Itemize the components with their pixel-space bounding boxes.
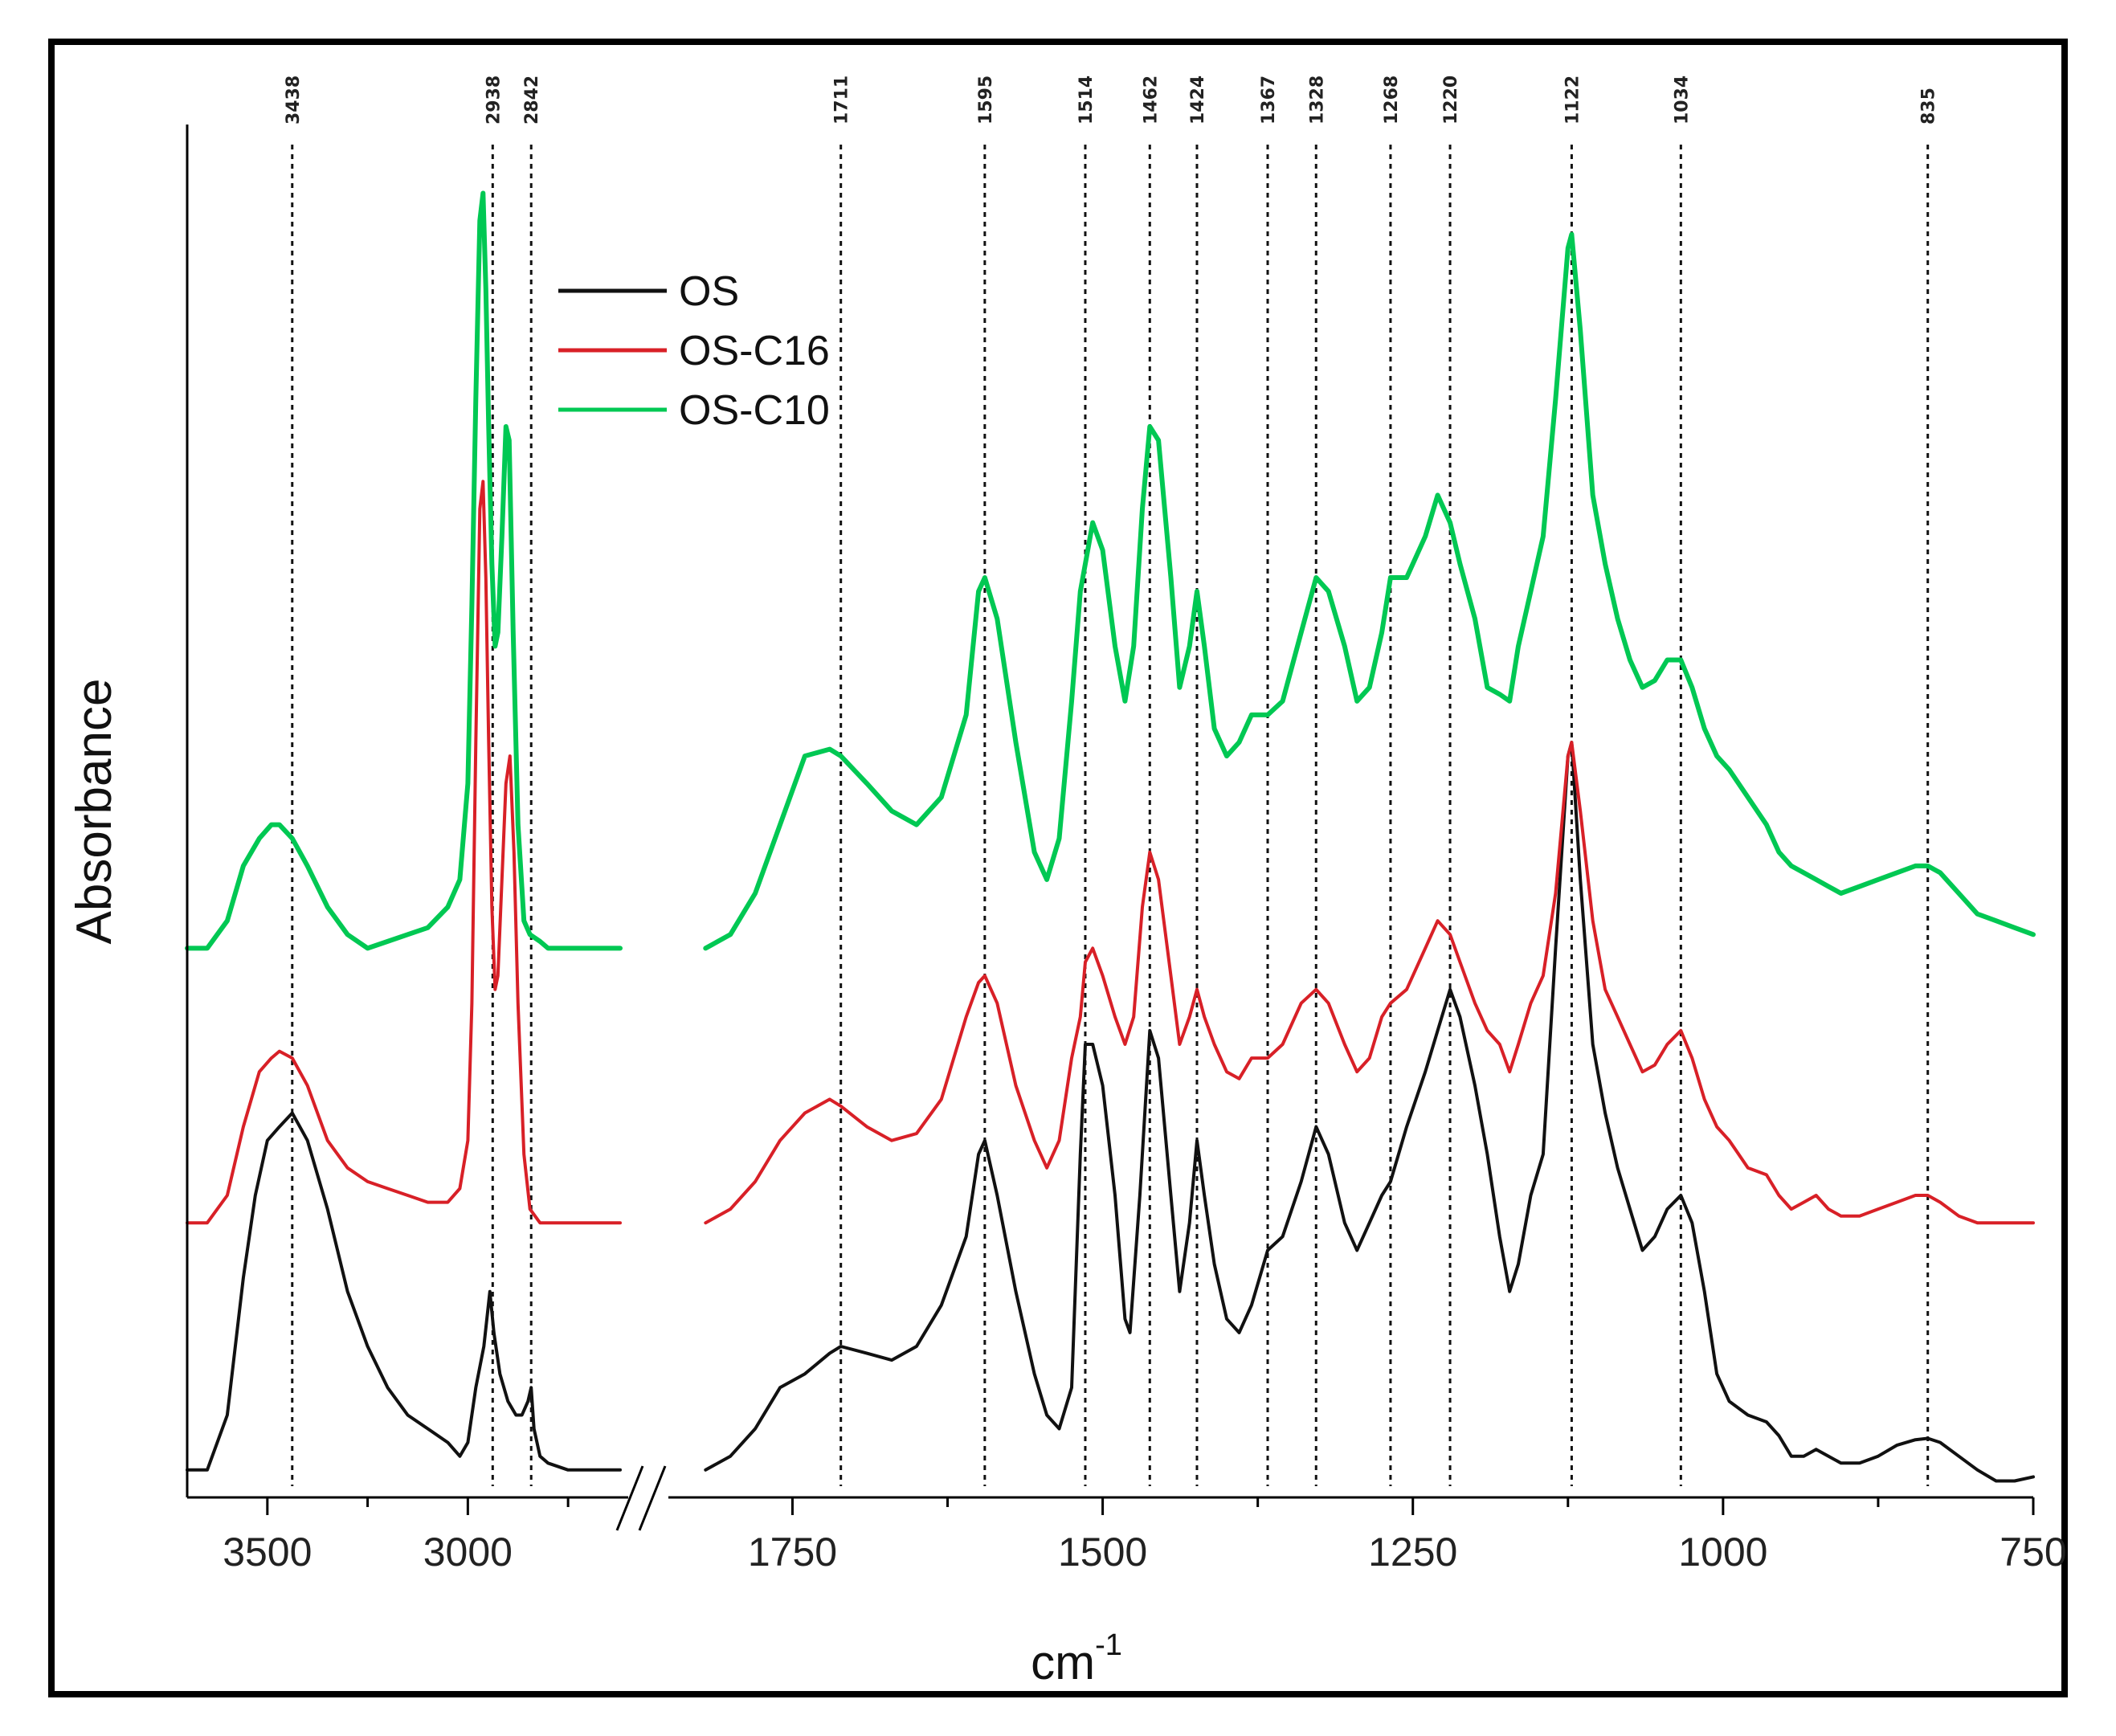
peak-label: 1424	[1188, 76, 1208, 125]
peak-label: 1711	[832, 76, 852, 125]
axes: 3500 3000 1750 1500 1250 1000 750	[186, 125, 2067, 1575]
peak-label: 1514	[1076, 76, 1097, 125]
legend-label: OS-C10	[679, 387, 830, 434]
series-line-os	[704, 741, 2035, 1483]
y-axis-title: Absorbance	[67, 679, 122, 945]
peak-label: 1122	[1562, 76, 1583, 125]
peak-label: 2938	[484, 76, 504, 125]
peak-label: 1462	[1141, 76, 1161, 125]
series-line-os-c10	[185, 190, 623, 951]
peak-label: 1595	[976, 76, 996, 125]
legend: OS OS-C16 OS-C10	[558, 268, 830, 434]
peak-label: 1328	[1307, 76, 1327, 125]
peak-label: 3438	[284, 76, 304, 125]
x-axis-title: cm-1	[1031, 1628, 1122, 1689]
x-tick-label: 1250	[1368, 1530, 1457, 1575]
x-tick-label: 750	[2000, 1530, 2066, 1575]
series-line-os-c16	[186, 480, 622, 1225]
peak-markers: 3438 2938 2842 1711 1595 1514 1462 1424 1367 1328…	[284, 76, 1939, 1486]
x-tick-label: 1000	[1678, 1530, 1767, 1575]
x-tick-label: 3500	[223, 1530, 312, 1575]
series-line-os-c16	[704, 741, 2035, 1225]
axis-break-mark-2	[638, 1465, 667, 1531]
legend-label: OS-C16	[679, 328, 830, 374]
peak-label: 1220	[1441, 76, 1461, 125]
x-tick-label: 1750	[748, 1530, 837, 1575]
x-tick-label: 3000	[423, 1530, 513, 1575]
series-line-os-c10	[703, 231, 2036, 951]
spectra-plot-area	[185, 190, 2036, 1483]
peak-label: 1034	[1672, 76, 1692, 125]
peak-label: 835	[1919, 88, 1939, 125]
figure-border	[48, 39, 2068, 1697]
peak-label: 1367	[1259, 76, 1279, 125]
x-tick-label: 1500	[1058, 1530, 1147, 1575]
peak-label: 1268	[1382, 76, 1402, 125]
series-line-os	[186, 1111, 622, 1472]
legend-label: OS	[679, 268, 739, 315]
axis-break-mark-1	[615, 1465, 644, 1531]
peak-label: 2842	[522, 76, 542, 125]
x-axis-ticks: 3500 3000 1750 1500 1250 1000 750	[223, 1497, 2067, 1575]
